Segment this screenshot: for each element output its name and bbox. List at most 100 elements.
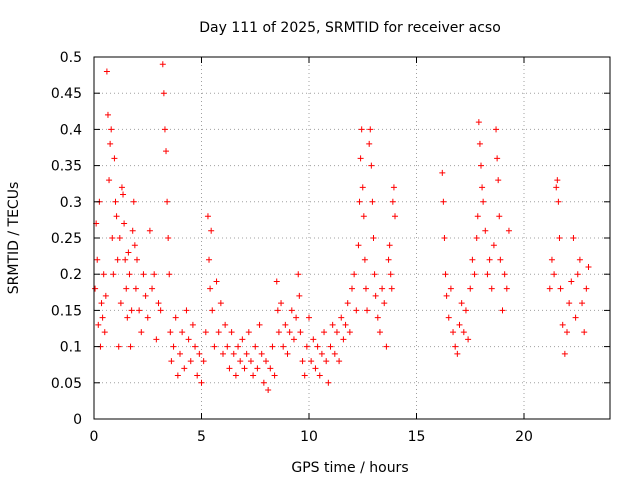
- data-point: [458, 300, 465, 307]
- data-point: [486, 256, 493, 263]
- data-point: [379, 285, 386, 292]
- data-point: [371, 271, 378, 278]
- data-point: [551, 271, 558, 278]
- data-point: [220, 350, 226, 357]
- data-point: [452, 343, 459, 350]
- data-point: [167, 329, 174, 336]
- data-point: [478, 162, 484, 169]
- data-point: [200, 358, 207, 365]
- data-point: [127, 343, 134, 350]
- data-point: [271, 372, 278, 379]
- data-point: [469, 256, 476, 263]
- data-point: [142, 292, 149, 299]
- data-point: [140, 271, 147, 278]
- data-point: [351, 271, 358, 278]
- data-point: [198, 379, 205, 386]
- data-point: [476, 140, 483, 147]
- data-point: [168, 358, 175, 365]
- y-tick-label: 0.35: [51, 159, 82, 175]
- y-tick-label: 0.05: [51, 376, 82, 392]
- y-tick-label: 0.3: [60, 195, 82, 211]
- data-point: [98, 300, 105, 307]
- data-point: [369, 198, 376, 205]
- data-point: [215, 329, 222, 336]
- data-point: [165, 235, 172, 241]
- data-point: [443, 292, 450, 299]
- data-point: [207, 285, 214, 292]
- data-point: [149, 285, 156, 292]
- data-point: [333, 329, 340, 336]
- data-point: [247, 358, 254, 365]
- data-point: [303, 343, 310, 350]
- y-tick-label: 0.1: [60, 340, 82, 356]
- data-point: [132, 285, 139, 292]
- data-point: [209, 307, 216, 314]
- data-point: [441, 235, 448, 241]
- data-point: [390, 184, 397, 191]
- data-point: [122, 256, 129, 263]
- data-point: [376, 329, 383, 336]
- data-point: [475, 119, 482, 126]
- data-point: [166, 271, 173, 278]
- data-point: [288, 307, 295, 314]
- data-point: [386, 242, 393, 249]
- data-point: [360, 213, 367, 220]
- data-point: [572, 314, 579, 321]
- data-point: [482, 227, 489, 234]
- data-point: [108, 126, 115, 133]
- data-point: [362, 285, 369, 292]
- data-point: [245, 329, 252, 336]
- data-point: [356, 198, 363, 205]
- y-tick-label: 0.45: [51, 86, 82, 102]
- data-point: [174, 372, 181, 379]
- data-point: [129, 227, 136, 234]
- data-point: [340, 336, 347, 343]
- data-point: [113, 213, 120, 220]
- y-axis-label: SRMTID / TECUs: [6, 182, 22, 295]
- data-point: [576, 256, 583, 263]
- data-point: [278, 300, 285, 307]
- data-point: [349, 285, 355, 292]
- data-point: [357, 155, 364, 162]
- data-point: [480, 198, 487, 205]
- x-tick-label: 0: [90, 429, 99, 445]
- data-point: [553, 184, 560, 191]
- data-point: [316, 372, 323, 379]
- data-point: [325, 379, 332, 386]
- data-point: [265, 387, 272, 394]
- data-point: [241, 365, 248, 372]
- data-point: [224, 343, 231, 350]
- data-point: [117, 300, 124, 307]
- data-point: [499, 307, 506, 314]
- data-point: [128, 307, 135, 314]
- data-point: [181, 365, 188, 372]
- data-point: [183, 307, 190, 314]
- data-point: [323, 358, 330, 365]
- data-point: [344, 300, 351, 307]
- data-point: [92, 285, 99, 292]
- data-point: [474, 213, 481, 220]
- data-point: [111, 155, 118, 162]
- data-point: [442, 271, 449, 278]
- data-point: [237, 358, 244, 365]
- data-point: [256, 321, 263, 328]
- data-point: [290, 336, 297, 343]
- data-point: [314, 343, 321, 350]
- data-point: [359, 184, 366, 191]
- data-point: [479, 184, 486, 191]
- data-point: [574, 271, 581, 278]
- data-point: [342, 321, 349, 328]
- data-point: [355, 242, 362, 249]
- data-point: [172, 314, 179, 321]
- data-point: [488, 285, 495, 292]
- data-point: [222, 321, 229, 328]
- data-point: [490, 242, 497, 249]
- data-point: [336, 358, 343, 365]
- data-point: [495, 177, 502, 184]
- data-point: [465, 336, 472, 343]
- data-point: [306, 314, 312, 321]
- data-point: [358, 126, 365, 133]
- data-point: [297, 329, 304, 336]
- chart-title: Day 111 of 2025, SRMTID for receiver acs…: [199, 20, 501, 36]
